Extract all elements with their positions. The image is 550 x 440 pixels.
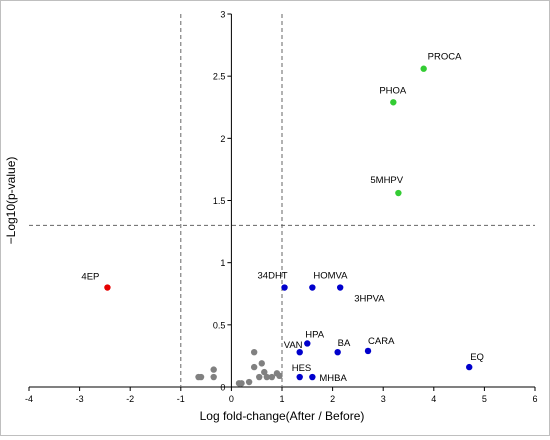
point-label-proca: PROCA xyxy=(428,52,462,63)
y-tick-label: 2.5 xyxy=(213,72,226,82)
x-tick-label: 6 xyxy=(532,394,537,404)
y-tick-label: 1 xyxy=(220,258,225,268)
point-label-34dht: 34DHT xyxy=(258,271,288,282)
y-axis-title: −Log10(p-value) xyxy=(4,157,18,245)
point-label-hpa: HPA xyxy=(305,329,324,340)
point-hpa xyxy=(304,340,311,347)
point-unlabeled xyxy=(250,363,258,371)
point-label-phoa: PHOA xyxy=(379,85,407,96)
point-4ep xyxy=(104,284,111,291)
point-3hpva xyxy=(336,284,344,291)
x-tick-label: -2 xyxy=(126,394,134,404)
y-tick-label: 1.5 xyxy=(213,196,226,206)
point-unlabeled xyxy=(245,378,253,386)
x-tick-label: 2 xyxy=(330,394,335,404)
point-label-hes: HES xyxy=(292,363,312,374)
point-ba xyxy=(334,348,341,356)
point-label-3hpva: 3HPVA xyxy=(354,294,385,305)
point-label-van: VAN xyxy=(284,340,303,351)
point-label-homva: HOMVA xyxy=(313,271,348,282)
point-van xyxy=(296,348,303,356)
y-tick-label: 2 xyxy=(220,134,225,144)
x-tick-label: -4 xyxy=(25,394,33,404)
x-tick-label: 0 xyxy=(229,394,234,404)
y-tick-label: 3 xyxy=(220,10,225,20)
x-tick-label: 5 xyxy=(482,394,487,404)
y-tick-label: 0 xyxy=(220,383,225,393)
point-unlabeled xyxy=(210,366,217,373)
point-cara xyxy=(364,347,372,355)
point-5mhpv xyxy=(395,189,402,197)
point-proca xyxy=(420,65,427,72)
point-unlabeled xyxy=(197,373,205,381)
x-tick-label: 1 xyxy=(279,394,284,404)
x-axis-title: Log fold-change(After / Before) xyxy=(200,409,365,423)
point-unlabeled xyxy=(210,373,217,381)
point-unlabeled xyxy=(258,360,265,367)
point-homva xyxy=(309,284,316,291)
point-unlabeled xyxy=(268,373,276,381)
x-tick-label: 4 xyxy=(431,394,436,404)
point-label-cara: CARA xyxy=(368,336,395,347)
x-tick-label: 3 xyxy=(381,394,386,404)
point-34dht xyxy=(281,284,288,291)
point-unlabeled xyxy=(238,380,245,387)
point-phoa xyxy=(390,99,397,106)
point-unlabeled xyxy=(263,373,271,381)
point-hes xyxy=(296,373,303,381)
x-tick-label: -1 xyxy=(177,394,185,404)
point-eq xyxy=(466,363,473,371)
point-label-eq: EQ xyxy=(470,352,484,363)
point-label-5mhpv: 5MHPV xyxy=(370,175,403,186)
point-unlabeled xyxy=(250,348,258,356)
point-unlabeled xyxy=(256,373,263,381)
point-mhba xyxy=(309,373,316,381)
y-tick-label: 0.5 xyxy=(213,320,226,330)
x-tick-label: -3 xyxy=(76,394,84,404)
point-unlabeled xyxy=(261,368,268,376)
point-unlabeled xyxy=(276,372,283,380)
point-label-ba: BA xyxy=(338,338,351,349)
point-label-4ep: 4EP xyxy=(81,272,99,283)
point-label-mhba: MHBA xyxy=(319,373,347,384)
